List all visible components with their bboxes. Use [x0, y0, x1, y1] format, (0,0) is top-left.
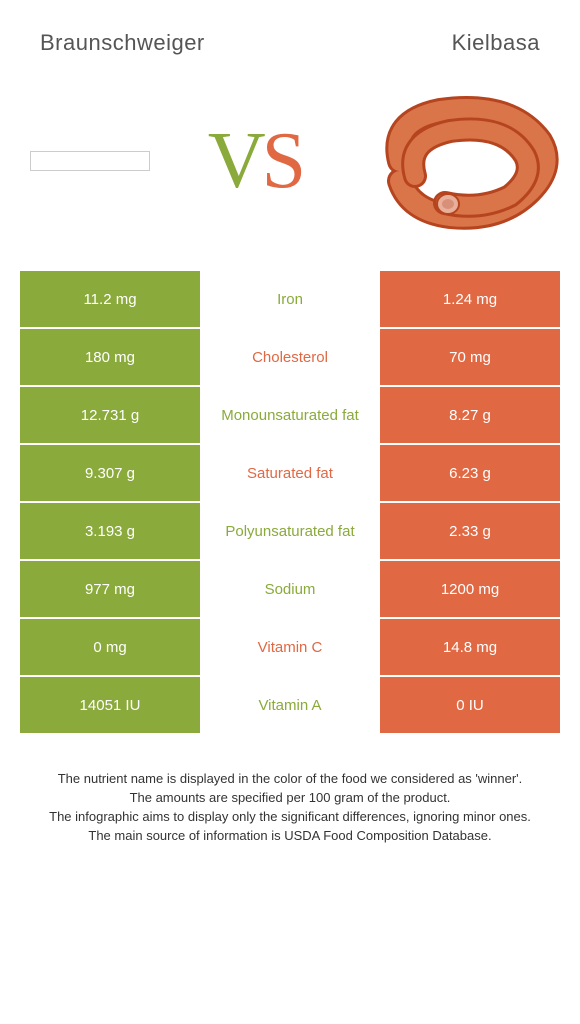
- cell-nutrient-label: Iron: [200, 271, 380, 329]
- footer-line: The infographic aims to display only the…: [20, 808, 560, 827]
- cell-left-value: 12.731 g: [20, 387, 200, 445]
- cell-left-value: 180 mg: [20, 329, 200, 387]
- table-row: 14051 IUVitamin A0 IU: [20, 677, 560, 735]
- cell-nutrient-label: Saturated fat: [200, 445, 380, 503]
- table-row: 12.731 gMonounsaturated fat8.27 g: [20, 387, 560, 445]
- table-row: 9.307 gSaturated fat6.23 g: [20, 445, 560, 503]
- table-row: 180 mgCholesterol70 mg: [20, 329, 560, 387]
- table-row: 11.2 mgIron1.24 mg: [20, 271, 560, 329]
- title-right: Kielbasa: [452, 30, 540, 56]
- vs-s: S: [262, 117, 303, 205]
- cell-left-value: 977 mg: [20, 561, 200, 619]
- cell-right-value: 0 IU: [380, 677, 560, 735]
- cell-nutrient-label: Vitamin A: [200, 677, 380, 735]
- cell-right-value: 2.33 g: [380, 503, 560, 561]
- cell-nutrient-label: Vitamin C: [200, 619, 380, 677]
- cell-nutrient-label: Cholesterol: [200, 329, 380, 387]
- cell-nutrient-label: Polyunsaturated fat: [200, 503, 380, 561]
- cell-right-value: 6.23 g: [380, 445, 560, 503]
- cell-right-value: 1200 mg: [380, 561, 560, 619]
- cell-nutrient-label: Monounsaturated fat: [200, 387, 380, 445]
- cell-left-value: 0 mg: [20, 619, 200, 677]
- footer-line: The amounts are specified per 100 gram o…: [20, 789, 560, 808]
- vs-v: V: [208, 117, 262, 205]
- image-left-placeholder: [30, 151, 150, 171]
- cell-left-value: 14051 IU: [20, 677, 200, 735]
- cell-nutrient-label: Sodium: [200, 561, 380, 619]
- cell-right-value: 1.24 mg: [380, 271, 560, 329]
- table-row: 0 mgVitamin C14.8 mg: [20, 619, 560, 677]
- images-row: VS: [0, 71, 580, 271]
- image-right-kielbasa: [360, 81, 560, 241]
- vs-label: VS: [208, 116, 302, 207]
- cell-left-value: 9.307 g: [20, 445, 200, 503]
- table-row: 3.193 gPolyunsaturated fat2.33 g: [20, 503, 560, 561]
- footer-notes: The nutrient name is displayed in the co…: [0, 735, 580, 845]
- cell-right-value: 70 mg: [380, 329, 560, 387]
- footer-line: The nutrient name is displayed in the co…: [20, 770, 560, 789]
- header: Braunschweiger Kielbasa: [0, 0, 580, 71]
- table-row: 977 mgSodium1200 mg: [20, 561, 560, 619]
- cell-left-value: 11.2 mg: [20, 271, 200, 329]
- cell-left-value: 3.193 g: [20, 503, 200, 561]
- cell-right-value: 8.27 g: [380, 387, 560, 445]
- title-left: Braunschweiger: [40, 30, 205, 56]
- footer-line: The main source of information is USDA F…: [20, 827, 560, 846]
- comparison-table: 11.2 mgIron1.24 mg180 mgCholesterol70 mg…: [20, 271, 560, 735]
- kielbasa-icon: [360, 81, 560, 241]
- cell-right-value: 14.8 mg: [380, 619, 560, 677]
